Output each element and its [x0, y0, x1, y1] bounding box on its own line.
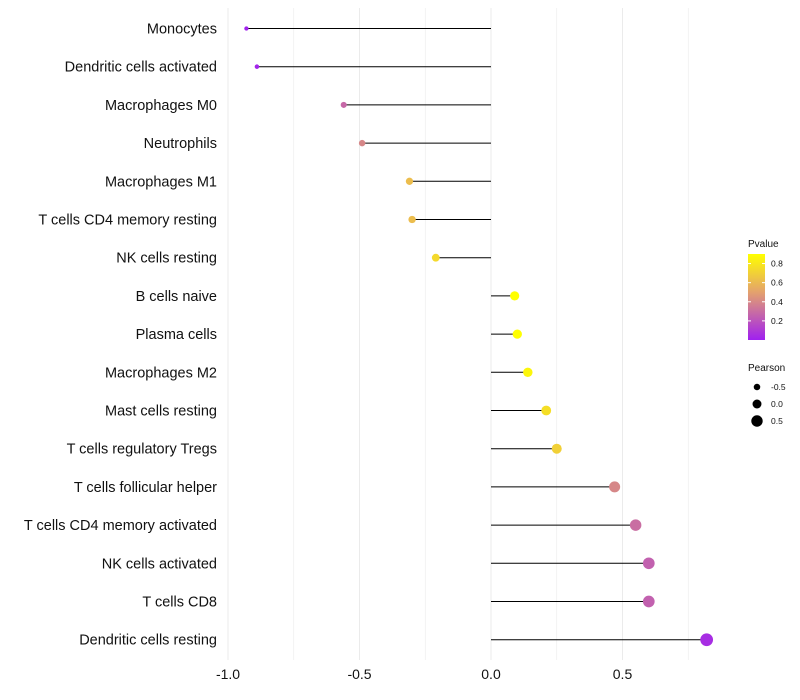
- pvalue-tick-label: 0.8: [771, 259, 783, 269]
- category-label: Neutrophils: [144, 136, 217, 152]
- pearson-key-label: 0.5: [771, 416, 783, 426]
- pearson-legend-keys: -0.5 0.0 0.5: [751, 382, 786, 427]
- pearson-key-dot: [753, 383, 761, 391]
- lollipop-point: [510, 291, 520, 301]
- lollipop-point: [431, 253, 440, 262]
- lollipop-point: [244, 26, 249, 31]
- pearson-key-dot: [751, 415, 763, 427]
- point-layer: [244, 26, 714, 647]
- pearson-key-label: -0.5: [771, 382, 786, 392]
- lollipop-point: [629, 519, 642, 531]
- category-label: Macrophages M0: [105, 98, 217, 114]
- pvalue-legend-ticks: 0.8 0.6 0.4 0.2: [748, 259, 783, 326]
- x-tick-label: 0.5: [613, 666, 633, 682]
- pvalue-tick-label: 0.6: [771, 278, 783, 288]
- pvalue-colorbar: [748, 254, 765, 340]
- lollipop-point: [358, 139, 366, 147]
- category-label: T cells CD4 memory resting: [38, 213, 217, 229]
- pvalue-legend-title: Pvalue: [748, 239, 779, 250]
- lollipop-point: [254, 64, 260, 69]
- category-label: Macrophages M1: [105, 174, 217, 190]
- pvalue-tick-label: 0.4: [771, 297, 783, 307]
- stem-layer: [246, 28, 707, 641]
- lollipop-point: [340, 101, 347, 108]
- x-tick-label: -0.5: [347, 666, 371, 682]
- lollipop-point: [700, 633, 714, 647]
- category-label: Dendritic cells activated: [65, 60, 217, 76]
- lollipop-point: [523, 367, 533, 378]
- category-label: T cells regulatory Tregs: [67, 442, 217, 458]
- category-label: T cells CD4 memory activated: [24, 518, 217, 534]
- x-tick-label: -1.0: [216, 666, 240, 682]
- lollipop-point: [642, 557, 655, 570]
- lollipop-point: [512, 329, 522, 339]
- lollipop-point: [609, 481, 621, 493]
- category-label: NK cells activated: [102, 556, 217, 572]
- lollipop-point: [551, 443, 562, 454]
- pearson-key-dot: [752, 399, 762, 409]
- lollipop-point: [541, 405, 552, 416]
- pearson-legend-title: Pearson: [748, 363, 785, 374]
- category-label: T cells follicular helper: [74, 480, 217, 496]
- x-axis-ticks: -1.0 -0.5 0.0 0.5: [216, 666, 633, 682]
- grid-layer: [227, 8, 689, 660]
- category-label: Mast cells resting: [105, 404, 217, 420]
- x-tick-label: 0.0: [481, 666, 501, 682]
- category-label: T cells CD8: [142, 595, 217, 611]
- category-label: B cells naive: [136, 289, 217, 305]
- pearson-legend: Pearson -0.5 0.0 0.5: [748, 363, 786, 427]
- pearson-key-label: 0.0: [771, 399, 783, 409]
- category-label: Plasma cells: [136, 327, 217, 343]
- pvalue-legend: Pvalue 0.8 0.6 0.4 0.2: [748, 239, 783, 340]
- pvalue-tick-label: 0.2: [771, 316, 783, 326]
- lollipop-point: [408, 215, 416, 224]
- category-label: Macrophages M2: [105, 365, 217, 381]
- category-label: Monocytes: [147, 22, 217, 38]
- lollipop-point: [405, 177, 414, 185]
- lollipop-point: [642, 595, 655, 608]
- category-labels: Monocytes Dendritic cells activated Macrop…: [24, 22, 217, 649]
- category-label: Dendritic cells resting: [79, 633, 217, 649]
- category-label: NK cells resting: [116, 251, 217, 267]
